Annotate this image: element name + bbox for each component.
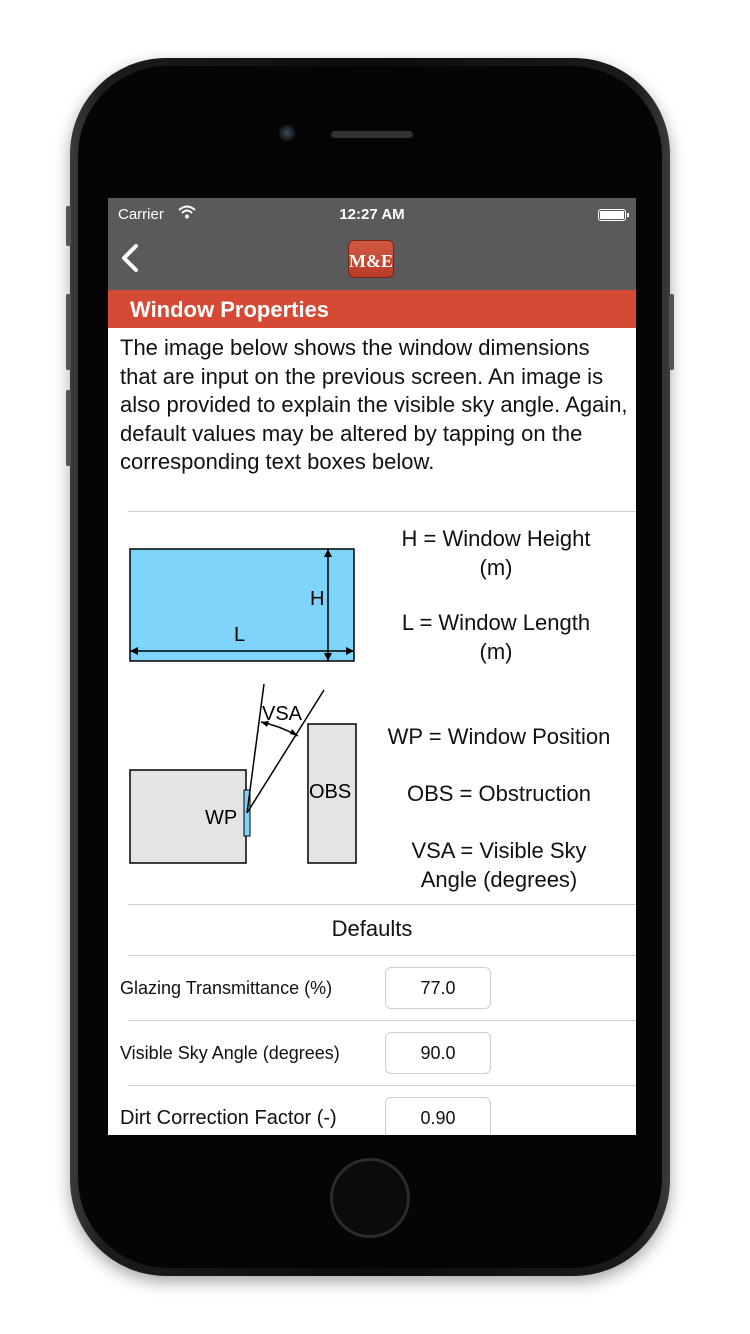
section-title: Window Properties [108, 290, 636, 328]
label-obs: OBS [309, 781, 351, 803]
divider [128, 1085, 636, 1086]
visible-sky-angle-label: Visible Sky Angle (degrees) [120, 1043, 340, 1063]
divider [128, 1020, 636, 1021]
sky-angle-diagram: VSA WP OBS [129, 683, 357, 864]
home-button[interactable] [330, 1158, 410, 1238]
intro-text: The image below shows the window dimensi… [120, 335, 628, 474]
app-screen: Carrier 12:27 AM M&E Window Properties T… [108, 198, 636, 1135]
visible-sky-angle-field[interactable]: 90.0 [385, 1032, 491, 1074]
carrier-label: Carrier [118, 206, 164, 223]
glazing-transmittance-field[interactable]: 77.0 [385, 967, 491, 1009]
app-logo: M&E [348, 240, 394, 278]
wifi-icon [178, 205, 196, 223]
legend-wp: WP = Window Position [387, 724, 611, 749]
clock: 12:27 AM [339, 206, 405, 223]
mute-switch [66, 206, 71, 246]
legend-height: H = Window Height (m) [401, 526, 591, 580]
label-wp: WP [205, 807, 237, 829]
front-camera [279, 125, 295, 141]
dirt-correction-field[interactable]: 0.90 [385, 1097, 491, 1135]
earpiece-speaker [331, 131, 413, 138]
divider [128, 511, 636, 512]
volume-down-button [66, 390, 71, 466]
divider [128, 955, 636, 956]
divider [128, 904, 636, 905]
label-h: H [310, 588, 324, 610]
legend-vsa: VSA = Visible Sky Angle (degrees) [411, 838, 587, 892]
defaults-heading: Defaults [331, 916, 413, 941]
label-l: L [234, 624, 245, 646]
battery-icon [598, 209, 629, 221]
status-bar: Carrier 12:27 AM [108, 198, 636, 232]
legend-length: L = Window Length (m) [401, 610, 591, 664]
glazing-transmittance-label: Glazing Transmittance (%) [120, 978, 333, 998]
window-dimension-diagram: H L [129, 548, 355, 662]
chevron-left-icon[interactable] [118, 240, 142, 282]
volume-up-button [66, 294, 71, 370]
power-button [669, 294, 674, 370]
label-vsa: VSA [262, 703, 303, 725]
legend-obs: OBS = Obstruction [406, 781, 592, 806]
nav-bar: M&E [108, 232, 636, 290]
dirt-correction-label: Dirt Correction Factor (-) [120, 1107, 337, 1129]
